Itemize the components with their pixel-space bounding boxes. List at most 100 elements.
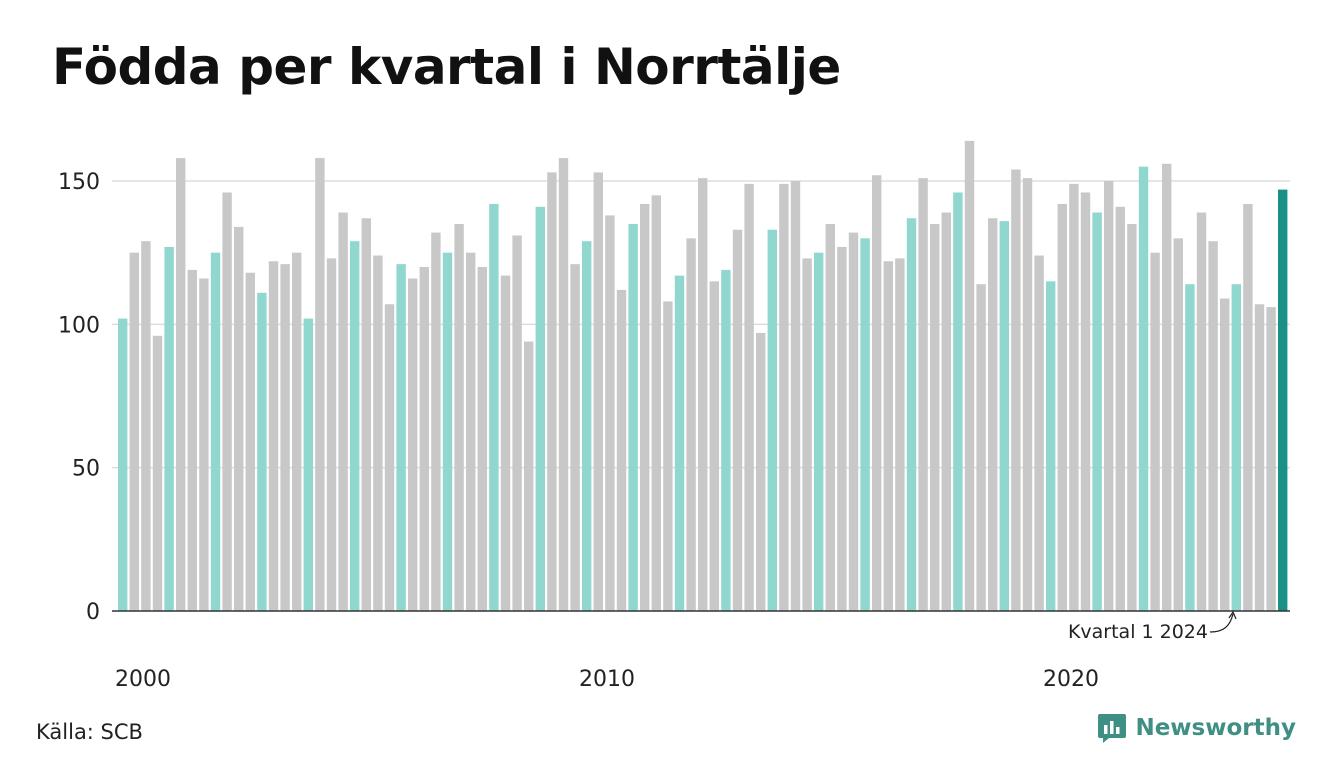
- bar: [373, 255, 383, 611]
- bar: [512, 235, 522, 611]
- bar: [292, 252, 302, 612]
- bar: [1185, 284, 1195, 611]
- bar: [616, 289, 627, 611]
- bars: [118, 140, 1288, 612]
- bar: [245, 272, 255, 611]
- bar: [210, 252, 221, 612]
- bar: [640, 203, 650, 611]
- bar: [338, 212, 348, 611]
- bar: [721, 269, 731, 611]
- bar: [976, 284, 986, 611]
- x-tick-label: 2010: [579, 667, 635, 692]
- bar: [999, 221, 1009, 611]
- bar: [988, 218, 998, 611]
- bar: [814, 252, 824, 612]
- bar: [1011, 169, 1021, 611]
- bar: [895, 258, 905, 611]
- bar: [535, 206, 545, 612]
- bar: [1046, 281, 1056, 611]
- annotation-label: Kvartal 1 2024: [1068, 621, 1208, 643]
- bar: [1069, 183, 1079, 611]
- bar: [906, 218, 917, 611]
- bar: [141, 241, 151, 611]
- bar: [315, 158, 325, 611]
- bar: [1243, 203, 1253, 611]
- bar: [1057, 203, 1067, 611]
- bar: [651, 195, 661, 611]
- bar: [222, 192, 232, 611]
- annotation-arrow: [1209, 613, 1234, 633]
- bar: [326, 258, 337, 611]
- bar: [558, 158, 569, 611]
- brand-logo: Newsworthy: [1097, 712, 1296, 744]
- x-axis-labels: 2000 2010 2020: [115, 667, 1099, 692]
- bar: [1231, 284, 1241, 611]
- bar: [1220, 298, 1230, 611]
- bar: [280, 264, 290, 611]
- bar: [176, 158, 186, 611]
- bar: [1162, 163, 1172, 612]
- y-axis-labels: 0 50 100 150: [58, 170, 100, 625]
- bar: [570, 264, 580, 611]
- bar: [756, 332, 766, 611]
- bar: [779, 183, 789, 611]
- bar: [663, 301, 673, 611]
- bar: [303, 318, 313, 611]
- bar: [361, 218, 371, 611]
- y-tick-label: 50: [72, 457, 100, 482]
- bar: [628, 224, 638, 611]
- bar: [442, 252, 453, 612]
- bar: [872, 175, 882, 611]
- bar: [1254, 304, 1265, 611]
- bar: [837, 246, 847, 611]
- bar: [164, 246, 174, 611]
- newsworthy-logo-icon: [1098, 714, 1127, 743]
- bar: [500, 275, 511, 611]
- bar: [1266, 307, 1276, 611]
- bar: [860, 238, 870, 611]
- bar: [767, 229, 777, 612]
- bar: [489, 203, 499, 611]
- bar: [883, 261, 893, 611]
- source-label: Källa: SCB: [36, 720, 143, 744]
- bar: [129, 252, 139, 612]
- y-tick-label: 100: [58, 313, 100, 338]
- bar: [1104, 181, 1114, 611]
- bar: [1150, 252, 1160, 612]
- bar: [593, 172, 603, 611]
- y-tick-label: 150: [58, 170, 100, 195]
- bar-latest: [1278, 189, 1288, 611]
- bar: [477, 267, 487, 611]
- bar: [431, 232, 441, 611]
- bar: [1127, 224, 1137, 611]
- bar: [466, 252, 476, 612]
- bar: [1092, 212, 1102, 611]
- bar: [802, 258, 812, 611]
- x-tick-label: 2000: [115, 667, 171, 692]
- bar: [1138, 166, 1149, 612]
- brand-name: Newsworthy: [1135, 715, 1296, 741]
- annotation-arrowhead: [1228, 610, 1237, 620]
- bar: [686, 238, 696, 611]
- bar: [234, 226, 244, 611]
- y-tick-label: 0: [86, 600, 100, 625]
- bar: [790, 181, 801, 611]
- bar: [257, 292, 267, 611]
- bar: [118, 318, 128, 611]
- bar: [1208, 241, 1218, 611]
- bar: [396, 264, 406, 611]
- bar: [1196, 212, 1207, 611]
- bar: [408, 278, 418, 611]
- bar: [1173, 238, 1183, 611]
- bar: [152, 335, 163, 611]
- bar: [187, 269, 197, 611]
- bar: [1080, 192, 1091, 611]
- bar: [848, 232, 859, 611]
- page-title: Födda per kvartal i Norrtälje: [52, 38, 841, 96]
- bar: [964, 140, 975, 611]
- bar: [698, 178, 708, 611]
- bar: [547, 172, 557, 611]
- bar: [953, 192, 963, 611]
- bar: [1115, 206, 1125, 612]
